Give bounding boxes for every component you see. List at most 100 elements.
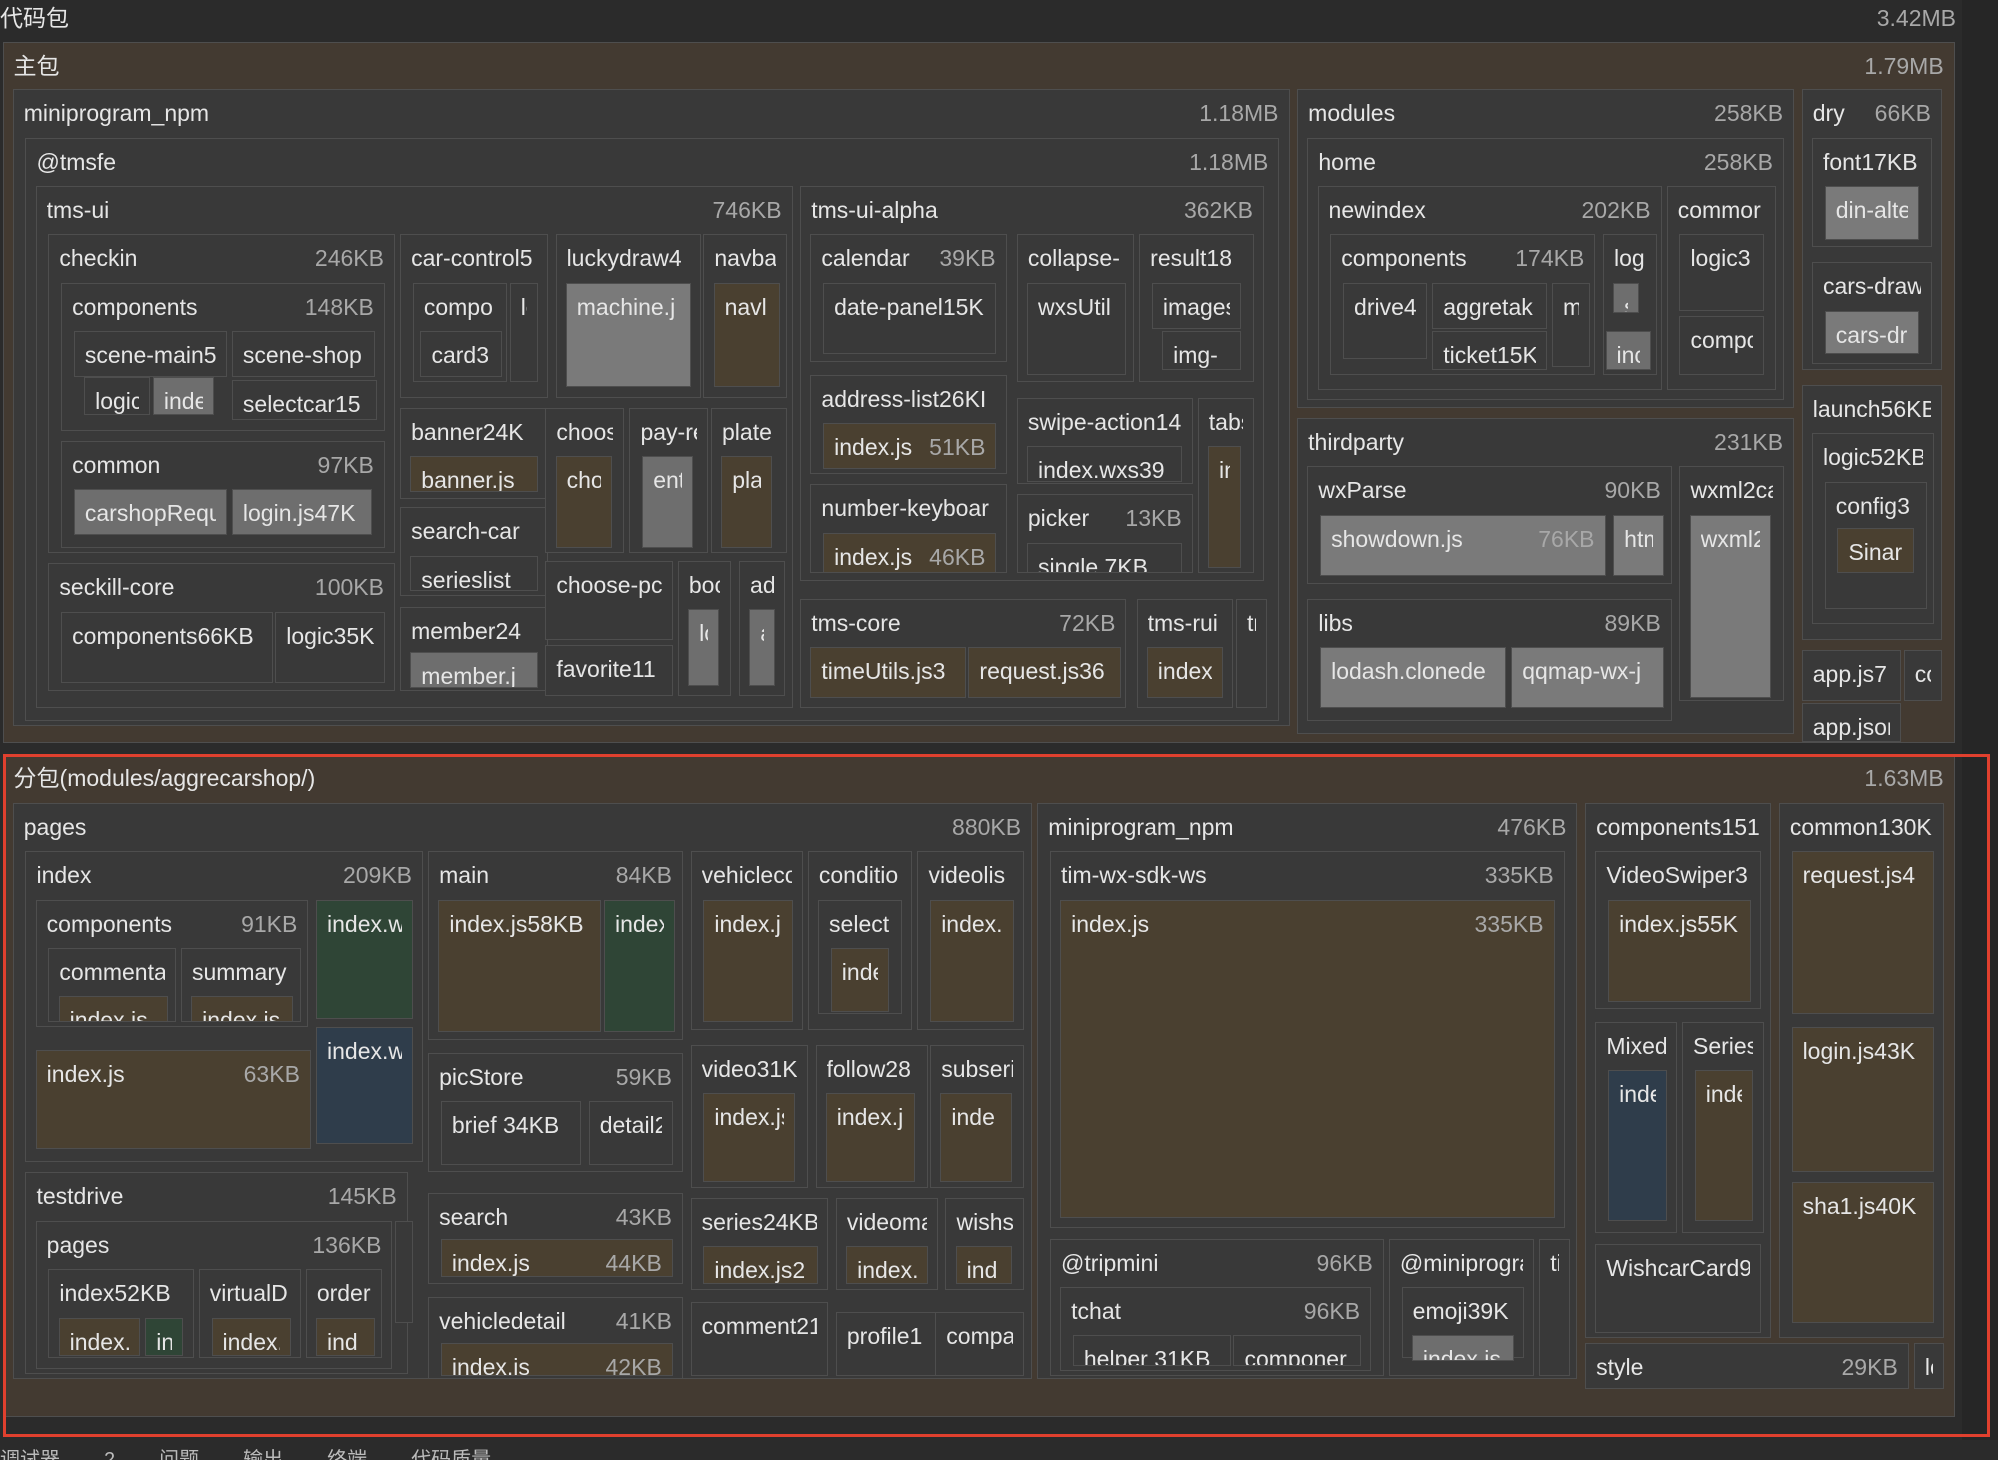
folder-box: index.wxs39 xyxy=(1027,445,1183,482)
node-label: vehicledetail xyxy=(439,1308,566,1335)
file-box: index.js xyxy=(191,996,294,1022)
node-label: cars-dr xyxy=(1835,321,1908,348)
node-size: 91KB xyxy=(241,910,298,937)
node-size: 174KB xyxy=(1515,245,1585,272)
node-label: timeUtils.js3 xyxy=(821,658,946,685)
node-label: wxml2 xyxy=(1700,525,1761,552)
node-size: 1.18MB xyxy=(1189,148,1269,175)
node-header: index.js 51KB xyxy=(834,424,985,468)
node-label: index.wxs39 xyxy=(1038,456,1165,482)
node-header: card3 xyxy=(431,332,491,376)
node-header: font17KB xyxy=(1823,139,1921,185)
node-label: vehicleco xyxy=(701,862,792,889)
node-header: index.w xyxy=(327,1028,402,1074)
file-box: din-alte xyxy=(1824,186,1919,240)
file-box: index.js 44KB xyxy=(440,1238,673,1277)
node-label: pages xyxy=(23,813,87,840)
node-label: components66KB xyxy=(72,622,254,649)
node-label: index.js55K xyxy=(1619,910,1738,937)
node-label: adc xyxy=(750,571,774,598)
node-label: a xyxy=(760,620,763,646)
node-header: Series xyxy=(1693,1023,1753,1069)
file-box: carshopRequ xyxy=(73,489,227,536)
node-header: app.js7 xyxy=(1813,651,1890,697)
node-label: mc xyxy=(1563,294,1579,320)
tab[interactable]: 2 xyxy=(104,1449,116,1460)
node-header: seckill-core 100KB xyxy=(59,564,384,610)
node-header: pages 136KB xyxy=(47,1222,382,1268)
node-label: summary xyxy=(191,959,287,986)
file-box: navl xyxy=(713,282,780,388)
node-label: newindex xyxy=(1328,197,1426,224)
node-header: inde xyxy=(163,378,204,415)
tab[interactable]: 调试器 xyxy=(0,1449,60,1460)
folder-box: WishcarCard9 xyxy=(1595,1243,1761,1333)
file-box: request.js4 xyxy=(1791,851,1935,1015)
file-box: index.js2 xyxy=(703,1246,819,1285)
node-header: detail2 xyxy=(600,1102,662,1148)
node-header: luckydraw4 xyxy=(567,235,690,281)
node-size: 59KB xyxy=(615,1063,672,1090)
node-size: 746KB xyxy=(712,197,782,224)
tab[interactable]: 问题 xyxy=(159,1449,200,1460)
node-header: 主包 1.79MB xyxy=(14,43,1944,89)
node-label: aggretak xyxy=(1443,293,1533,320)
node-header: commor xyxy=(1678,187,1766,233)
tab[interactable]: 终端 xyxy=(327,1449,368,1460)
title: 代码包 xyxy=(0,5,69,31)
node-header: tms-ui 746KB xyxy=(47,187,782,233)
node-header: inde xyxy=(1619,1071,1656,1117)
node-header: components 174KB xyxy=(1341,235,1584,281)
node-size: 63KB xyxy=(243,1060,300,1087)
folder-box: ti xyxy=(1539,1238,1570,1377)
node-label: index. xyxy=(69,1328,130,1355)
node-label: miniprogram_npm xyxy=(1048,813,1234,840)
node-label: logic52KB xyxy=(1822,444,1924,471)
node-size: 202KB xyxy=(1581,197,1651,224)
file-box: sha1.js40K xyxy=(1791,1182,1935,1323)
node-header: index.js 42KB xyxy=(451,1344,662,1377)
node-header: log xyxy=(1614,235,1646,281)
node-label: in xyxy=(1218,456,1230,483)
node-size: 148KB xyxy=(304,293,374,320)
folder-box: c xyxy=(395,1220,413,1323)
node-header: home 258KB xyxy=(1318,139,1773,185)
node-header: boc xyxy=(689,562,721,608)
node-label: machine.j xyxy=(576,293,676,320)
node-label: picker xyxy=(1027,505,1090,532)
node-header: tms-core 72KB xyxy=(811,600,1115,646)
node-label: index.js xyxy=(451,1354,530,1377)
node-label: libs xyxy=(1318,609,1353,636)
node-label: carshopRequ xyxy=(84,500,216,527)
node-label: index.js xyxy=(1422,1346,1501,1361)
node-header: plate xyxy=(722,409,776,455)
folder-box: app.json xyxy=(1801,703,1902,742)
folder-box: comment21 xyxy=(690,1302,829,1377)
folder-box: logic3 xyxy=(1679,234,1764,311)
folder-box: favorite11 xyxy=(545,644,673,696)
node-label: lc xyxy=(699,620,708,647)
node-label: videolis xyxy=(928,862,1006,889)
tab[interactable]: 输出 xyxy=(243,1449,284,1460)
node-label: showdown.js xyxy=(1331,525,1463,552)
file-box: lodash.clonede xyxy=(1320,647,1507,709)
node-label: index.js xyxy=(1071,910,1150,937)
folder-box: lc xyxy=(509,282,538,383)
node-header: index.js 46KB xyxy=(834,534,985,573)
node-size: 89KB xyxy=(1604,609,1661,636)
node-label: follow28 xyxy=(826,1055,911,1082)
node-label: enti xyxy=(653,467,682,494)
file-box: index.js xyxy=(703,1093,796,1183)
tab[interactable]: 代码质量 xyxy=(411,1449,492,1460)
node-label: inde xyxy=(163,388,204,415)
node-header: commenta xyxy=(59,949,164,995)
node-header: car-control5 xyxy=(411,235,537,281)
node-size: 880KB xyxy=(952,813,1022,840)
node-header: miniprogram_npm 476KB xyxy=(1048,804,1566,850)
node-label: pages xyxy=(46,1231,110,1258)
file-box: inde xyxy=(940,1093,1012,1183)
node-size: 258KB xyxy=(1703,148,1773,175)
node-header: inde xyxy=(842,949,879,995)
node-header: index.j xyxy=(857,1247,917,1283)
file-box: banner.js xyxy=(410,456,538,492)
